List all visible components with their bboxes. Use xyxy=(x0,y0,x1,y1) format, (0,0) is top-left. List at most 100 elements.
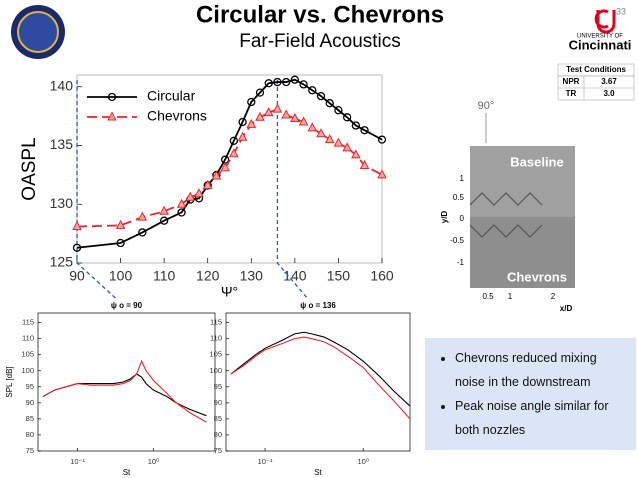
marker xyxy=(377,169,387,179)
schlieren-tick: -0.5 xyxy=(450,236,464,245)
marker xyxy=(325,99,334,108)
y-tick-label: 90 xyxy=(214,398,222,407)
y-tick-label: 75 xyxy=(214,446,222,455)
x-tick-label: 10⁻¹ xyxy=(258,457,273,466)
marker xyxy=(263,107,274,117)
marker xyxy=(194,188,204,198)
marker xyxy=(255,88,265,97)
marker xyxy=(351,149,361,159)
marker xyxy=(360,126,369,135)
logo-line1: UNIVERSITY OF xyxy=(577,34,623,40)
marker xyxy=(185,191,196,201)
x-tick-label: 130 xyxy=(240,268,264,284)
schlieren-tick: 0.5 xyxy=(482,292,494,301)
schlieren-tick: -1 xyxy=(457,258,465,267)
plot-title: ψ o = 136 xyxy=(300,301,336,310)
series-line xyxy=(76,108,383,228)
x-tick-label: 10⁻¹ xyxy=(70,457,85,466)
series-line xyxy=(42,373,207,417)
series-line xyxy=(76,78,383,249)
marker xyxy=(159,216,169,225)
marker xyxy=(333,137,344,147)
y-tick-label: 125 xyxy=(50,254,74,270)
y-tick-label: 80 xyxy=(214,430,222,439)
marker xyxy=(290,75,300,84)
marker xyxy=(238,117,247,127)
marker xyxy=(342,113,352,122)
marker xyxy=(308,86,317,95)
marker xyxy=(342,142,352,152)
slide-subtitle: Far-Field Acoustics xyxy=(239,31,401,52)
table-cell: NPR xyxy=(563,77,580,86)
y-tick-label: 140 xyxy=(50,77,74,93)
uc-logo xyxy=(594,9,616,34)
y-tick-label: 105 xyxy=(21,350,34,359)
marker xyxy=(255,111,265,121)
marker xyxy=(116,238,125,248)
x-tick-label: 100 xyxy=(109,268,133,284)
marker xyxy=(334,106,343,115)
table-title: Test Conditions xyxy=(566,65,626,74)
x-tick-label: 160 xyxy=(370,268,394,284)
schlieren-tick: 1 xyxy=(460,174,465,183)
bullet-list: Chevrons reduced mixing noise in the dow… xyxy=(433,346,628,442)
plot-title: ψ o = 90 xyxy=(111,301,143,310)
schlieren-tick: 0 xyxy=(460,214,465,223)
marker xyxy=(298,116,309,126)
x-axis-label: St xyxy=(314,468,322,477)
marker xyxy=(273,77,282,87)
plot-frame xyxy=(37,312,216,452)
legend-marker xyxy=(107,111,117,121)
series-line xyxy=(42,359,207,423)
x-tick-label: 150 xyxy=(327,268,351,284)
table-cell: 3.67 xyxy=(601,77,617,86)
marker xyxy=(272,103,283,113)
marker xyxy=(137,211,148,221)
marker xyxy=(290,112,300,122)
y-tick-label: 95 xyxy=(26,382,34,391)
marker xyxy=(377,135,387,144)
y-tick-label: 75 xyxy=(26,446,34,455)
y-tick-label: 85 xyxy=(26,414,34,423)
y-tick-label: 80 xyxy=(26,430,34,439)
marker xyxy=(316,128,326,138)
marker xyxy=(351,121,361,130)
y-tick-label: 105 xyxy=(209,350,222,359)
marker xyxy=(138,228,147,237)
schlieren-top xyxy=(470,146,575,217)
x-axis-label: Ψ° xyxy=(221,284,238,300)
marker xyxy=(229,136,239,145)
marker xyxy=(72,243,82,252)
schlieren-x-label: x/D xyxy=(560,304,573,313)
marker xyxy=(211,170,222,180)
x-tick-label: 110 xyxy=(153,268,176,284)
marker xyxy=(237,131,248,141)
legend-label: Chevrons xyxy=(147,108,207,124)
series-line xyxy=(230,336,411,420)
marker xyxy=(324,134,335,144)
marker xyxy=(177,208,186,217)
y-tick-label: 85 xyxy=(214,414,222,423)
x-tick-label: 10⁰ xyxy=(148,457,159,466)
x-tick-label: 10⁰ xyxy=(358,457,369,466)
page-number: 33 xyxy=(616,6,626,16)
marker xyxy=(281,77,291,87)
schlieren-y-label: y/D xyxy=(440,211,449,224)
x-tick-label: 120 xyxy=(196,268,220,284)
legend-marker xyxy=(107,92,117,102)
seal-inner xyxy=(17,11,59,53)
marker xyxy=(316,92,326,101)
marker xyxy=(220,162,230,172)
marker xyxy=(72,221,82,231)
plot-frame xyxy=(225,312,411,452)
schlieren-tick: 1 xyxy=(508,292,513,301)
y-tick-label: 90 xyxy=(26,398,34,407)
marker xyxy=(229,148,239,158)
plot-frame xyxy=(76,74,383,264)
marker xyxy=(299,80,308,89)
x-tick-label: 140 xyxy=(283,268,307,284)
bullet: Chevrons reduced mixing noise in the dow… xyxy=(455,346,628,394)
x-tick-label: 90 xyxy=(69,268,85,284)
marker xyxy=(159,205,169,215)
shock-cells xyxy=(469,192,543,238)
